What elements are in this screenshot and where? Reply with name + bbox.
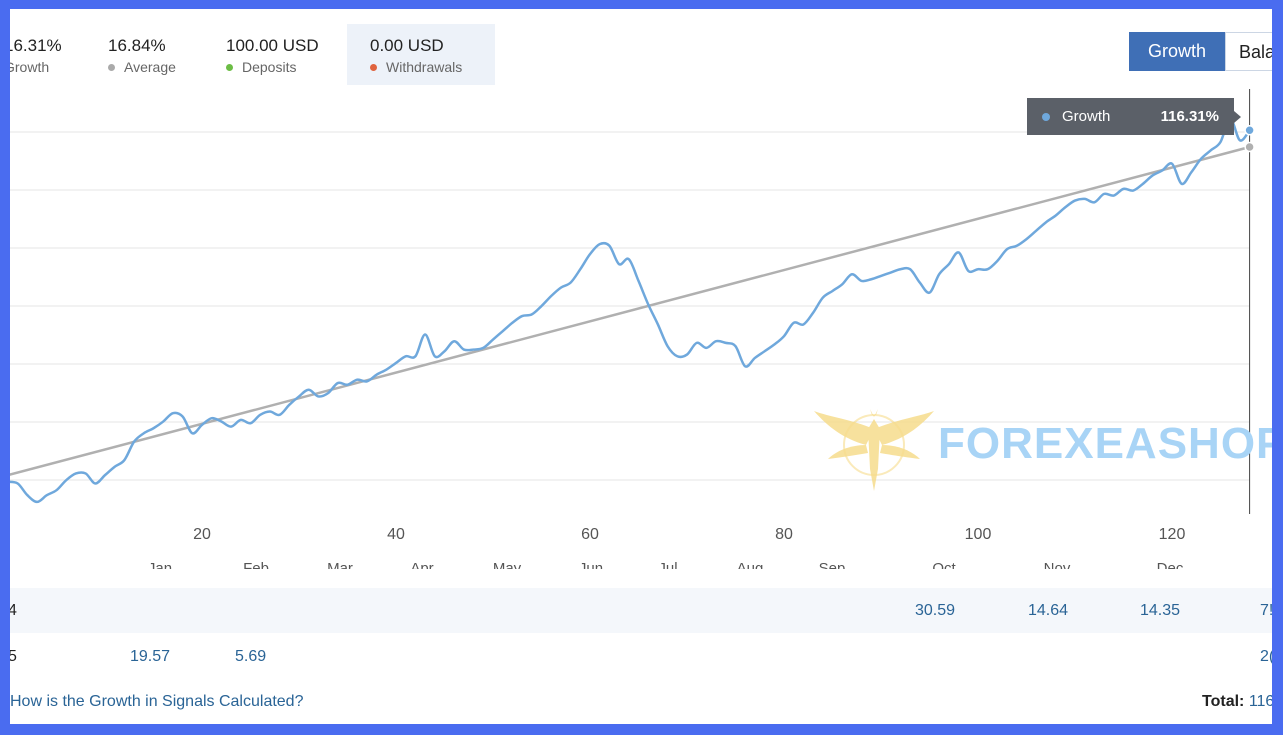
average-point-marker	[1244, 141, 1255, 153]
winged-logo-icon	[814, 409, 934, 491]
x-tick-label: 80	[775, 526, 793, 543]
x-tick-label: 100	[965, 526, 992, 543]
growth-calculation-link[interactable]: How is the Growth in Signals Calculated?	[10, 693, 304, 710]
growth-chart: 20 40 60 80 100 120 Jan Feb Mar Apr May Jun Jul Aug Se…	[10, 89, 1255, 569]
stat-withdrawals[interactable]: 0.00 USD Withdrawals	[347, 24, 495, 85]
stat-withdrawals-value: 0.00 USD	[370, 36, 444, 55]
month-label: Aug	[737, 560, 764, 569]
cell-feb[interactable]: 5.69	[235, 648, 267, 665]
month-label: Sep	[819, 560, 846, 569]
chart-tooltip: Growth 116.31%	[1027, 98, 1241, 135]
table-row: 4 30.59 14.64 14.35 7!	[10, 588, 1272, 633]
watermark: FOREXEASHOP	[810, 399, 1272, 499]
stat-growth: 16.31% Growth	[10, 36, 62, 75]
tooltip-series-name: Growth	[1062, 108, 1111, 125]
x-tick-label: 40	[387, 526, 405, 543]
average-dot-icon	[108, 63, 115, 71]
month-label: May	[493, 560, 522, 569]
row-lead: 5	[10, 648, 17, 665]
stat-growth-label: Growth	[10, 59, 50, 75]
cell-total[interactable]: 7!	[1260, 602, 1272, 619]
stat-average: 16.84% Average	[108, 36, 176, 75]
cell-nov[interactable]: 14.64	[1028, 602, 1069, 619]
total-summary: Total: 116	[1202, 693, 1272, 711]
x-tick-label: 20	[193, 526, 211, 543]
average-series-line	[10, 145, 1250, 476]
withdrawals-dot-icon	[370, 63, 377, 71]
total-label: Total:	[1202, 693, 1245, 710]
month-label: Apr	[410, 560, 433, 569]
tooltip-value: 116.31%	[1160, 108, 1219, 125]
watermark-text: FOREXEASHOP	[938, 419, 1272, 468]
stat-deposits-label: Deposits	[242, 59, 297, 75]
tooltip-arrow-icon	[1234, 111, 1241, 123]
month-label: Oct	[932, 560, 956, 569]
stat-deposits-value: 100.00 USD	[226, 36, 319, 55]
tab-balance[interactable]: Balance	[1225, 32, 1272, 71]
stat-average-label: Average	[124, 59, 176, 75]
deposits-dot-icon	[226, 63, 233, 71]
tooltip-dot-icon	[1042, 113, 1050, 121]
growth-widget: 20 40 60 80 100 120 Jan Feb Mar Apr May Jun Jul Aug Se…	[10, 9, 1272, 724]
table-row: 5 19.57 5.69 2(	[10, 634, 1272, 679]
cell-jan[interactable]: 19.57	[130, 648, 171, 665]
stat-deposits: 100.00 USD Deposits	[226, 36, 319, 75]
x-tick-label: 60	[581, 526, 599, 543]
month-label: Jan	[148, 560, 172, 569]
cell-oct[interactable]: 30.59	[915, 602, 956, 619]
cell-total[interactable]: 2(	[1260, 648, 1272, 665]
stat-growth-value: 16.31%	[10, 36, 62, 55]
row-lead: 4	[10, 602, 17, 619]
growth-series-line	[10, 117, 1251, 504]
total-value: 116	[1248, 693, 1272, 710]
growth-point-marker	[1244, 125, 1255, 136]
x-tick-label: 120	[1159, 526, 1186, 543]
month-label: Dec	[1157, 560, 1184, 569]
month-label: Jun	[579, 560, 603, 569]
month-label: Jul	[658, 560, 677, 569]
stat-withdrawals-label: Withdrawals	[386, 59, 463, 75]
stat-average-value: 16.84%	[108, 36, 166, 55]
cell-dec[interactable]: 14.35	[1140, 602, 1181, 619]
tab-growth[interactable]: Growth	[1129, 32, 1225, 71]
month-label: Feb	[243, 560, 269, 569]
month-label: Nov	[1044, 560, 1071, 569]
month-label: Mar	[327, 560, 353, 569]
